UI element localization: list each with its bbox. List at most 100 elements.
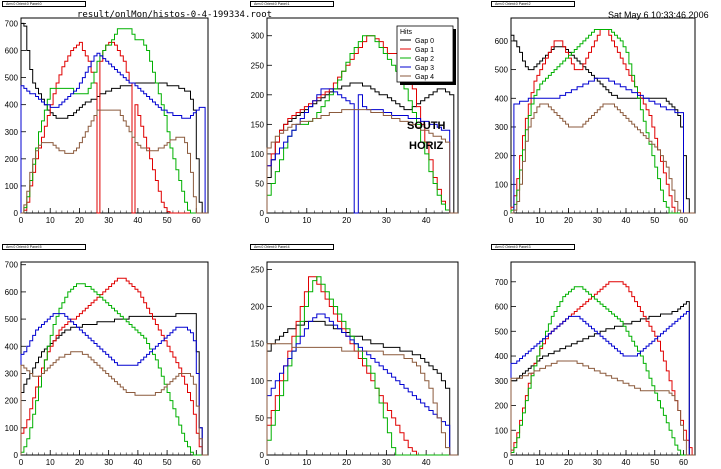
histogram-series-3-gap3 [20,313,208,456]
x-tick-label: 60 [679,458,688,467]
x-tick-label: 30 [104,458,113,467]
y-tick-label: 700 [5,19,19,28]
x-tick-label: 40 [622,216,631,225]
y-tick-label: 400 [495,94,509,103]
legend-box [396,25,454,83]
y-tick-label: 250 [251,265,265,274]
orientation-label-horiz: HORIZ [409,140,444,152]
pad-title-4: Arm:0 Orient:0 Panel:4 [250,244,334,250]
y-tick-label: 700 [495,278,509,287]
legend-label-3: Gap 3 [415,65,434,72]
x-tick-label: 10 [46,216,55,225]
orientation-label-south: SOUTH [407,120,446,132]
x-tick-label: 10 [535,458,544,467]
y-tick-label: 0 [504,451,509,460]
y-tick-label: 300 [5,128,19,137]
x-tick-label: 0 [265,216,270,225]
x-tick-label: 0 [19,458,24,467]
y-tick-label: 300 [495,377,509,386]
histogram-series-0-gap3 [20,52,208,214]
y-tick-label: 150 [251,340,265,349]
file-name-header: result/onlMon/histos-0-4-199334.root [77,10,273,20]
histogram-series-5-gap2 [510,286,695,456]
pad-frame-5 [510,261,696,456]
x-tick-label: 40 [133,458,142,467]
y-tick-label: 500 [495,327,509,336]
pad-frame-3 [20,261,209,456]
x-tick-label: 50 [163,216,172,225]
y-tick-label: 100 [495,426,509,435]
legend-label-2: Gap 2 [415,56,434,63]
datetime-header: Sat May 6 10:33:46 2006 [608,10,709,20]
histogram-series-5-gap3 [510,311,695,456]
y-tick-label: 500 [5,315,19,324]
y-tick-label: 0 [14,209,19,218]
y-tick-label: 400 [5,101,19,110]
pad-frame-2 [510,17,696,214]
x-tick-label: 60 [192,458,201,467]
y-tick-label: 200 [5,397,19,406]
histogram-series-0-gap2 [21,28,208,214]
pad-title-2: Arm:0 Orient:0 Panel:2 [491,1,575,7]
x-tick-label: 30 [593,458,602,467]
y-tick-label: 50 [255,414,264,423]
histogram-series-1-gap3 [266,88,458,214]
y-tick-label: 0 [504,209,509,218]
y-tick-label: 100 [251,150,265,159]
pad-title-5: Arm:0 Orient:0 Panel:3 [491,244,575,250]
x-tick-label: 30 [382,458,391,467]
x-tick-label: 0 [509,216,514,225]
x-tick-label: 40 [133,216,142,225]
x-tick-label: 10 [302,458,311,467]
y-tick-label: 200 [495,402,509,411]
x-tick-label: 20 [564,458,573,467]
histogram-series-2-gap4 [511,103,695,214]
x-tick-label: 40 [622,458,631,467]
y-tick-label: 300 [5,369,19,378]
x-tick-label: 20 [75,458,84,467]
legend-title: Hits [400,29,413,36]
y-tick-label: 600 [495,303,509,312]
pad-title-1: Arm:0 Orient:0 Panel:1 [250,1,334,7]
x-tick-label: 20 [342,458,351,467]
x-tick-label: 60 [679,216,688,225]
y-tick-label: 700 [5,261,19,270]
histogram-series-3-gap0 [20,313,208,456]
x-tick-label: 40 [422,216,431,225]
histogram-series-4-gap0 [266,320,458,456]
y-tick-label: 0 [14,451,19,460]
y-tick-label: 600 [5,47,19,56]
histogram-series-4-gap3 [266,313,458,456]
x-tick-label: 20 [342,216,351,225]
histogram-series-5-gap4 [510,360,695,456]
histogram-series-2-gap3 [511,77,695,214]
x-tick-label: 30 [382,216,391,225]
histogram-series-4-gap4 [266,343,458,456]
y-tick-label: 200 [251,303,265,312]
y-tick-label: 300 [495,123,509,132]
x-tick-label: 20 [75,216,84,225]
y-tick-label: 600 [5,288,19,297]
x-tick-label: 10 [302,216,311,225]
x-tick-label: 30 [593,216,602,225]
y-tick-label: 200 [495,152,509,161]
x-tick-label: 50 [650,216,659,225]
y-tick-label: 250 [251,61,265,70]
x-tick-label: 10 [535,216,544,225]
y-tick-label: 100 [5,424,19,433]
legend-label-4: Gap 4 [415,74,434,81]
y-tick-label: 600 [495,37,509,46]
pad-title-3: Arm:0 Orient:0 Panel:5 [2,244,86,250]
y-tick-label: 400 [495,352,509,361]
histogram-series-2-gap2 [510,29,695,214]
legend-label-1: Gap 1 [415,47,434,54]
x-tick-label: 60 [192,216,201,225]
histogram-series-1-gap4 [266,109,458,214]
x-tick-label: 20 [564,216,573,225]
legend-label-0: Gap 0 [415,38,434,45]
pad-title-0: Arm:0 Orient:0 Panel:0 [2,1,86,7]
y-tick-label: 400 [5,342,19,351]
x-tick-label: 50 [650,458,659,467]
y-tick-label: 100 [5,182,19,191]
